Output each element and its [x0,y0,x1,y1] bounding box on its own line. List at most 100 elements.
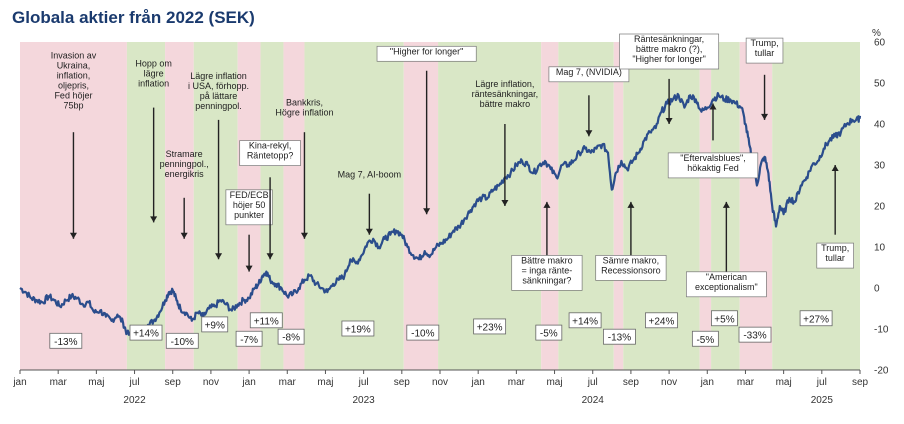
period-return-box [277,328,305,345]
period-return-box [201,316,229,333]
annotation-box [225,189,273,226]
period-band [126,42,166,370]
x-tick-label: jul [129,377,140,388]
period-return-box [691,330,719,347]
y-tick-label: -10 [874,325,889,336]
annotation-text: i USA, förhopp. [188,81,249,91]
period-return-box [249,312,283,329]
period-return-label: +11% [254,316,279,327]
x-tick-label: nov [661,377,677,388]
annotation-text: penningpol., [160,159,209,169]
period-return-box [129,324,163,341]
x-tick-label: maj [88,377,104,388]
x-tick-label: jul [816,377,827,388]
annotation-text: exceptionalism" [695,282,758,292]
period-return-box [799,310,833,327]
annotation-arrowhead [150,216,158,223]
annotation-box [511,255,583,291]
x-tick-label: sep [852,377,869,388]
y-tick-label: 0 [874,284,880,295]
x-tick-label: maj [776,377,792,388]
period-return-label: -13% [54,337,77,348]
annotation-text: punkter [234,210,264,220]
x-tick-label: jul [358,377,369,388]
period-return-box [49,332,83,349]
annotation-text: Bankkris, [286,98,323,108]
x-tick-label: jan [471,377,485,388]
annotation-text: Fed höjer [54,90,92,100]
annotation-arrowhead [300,232,308,239]
annotation-text: Kina-rekyl, [249,141,292,151]
annotation-arrowhead [69,232,77,239]
x-tick-label: sep [394,377,411,388]
annotation-arrowhead [266,253,274,260]
annotation-arrowhead [709,103,717,110]
x-year-label: 2024 [582,395,605,406]
period-return-label: +24% [649,316,675,327]
period-return-label: -5% [696,335,714,346]
period-return-box [235,330,263,347]
annotation-text: Invasion av [51,50,97,60]
period-band [304,42,404,370]
annotation-arrowhead [423,208,431,215]
period-return-label: +9% [205,320,225,331]
x-tick-label: sep [165,377,182,388]
annotation-text: Hopp om [135,59,172,69]
x-tick-label: jan [241,377,255,388]
period-return-label: -5% [540,329,558,340]
y-tick-label: 10 [874,243,886,254]
y-tick-label: 30 [874,161,886,172]
x-tick-label: sep [623,377,640,388]
period-return-label: +27% [803,314,829,325]
period-return-label: +14% [572,316,598,327]
period-return-box [341,320,375,337]
annotation-text: lägre [144,69,164,79]
chart-title: Globala aktier från 2022 (SEK) [12,8,255,27]
x-tick-label: mar [508,377,526,388]
annotation-text: sänkningar? [522,275,571,285]
annotation-text: Stramare [166,149,203,159]
period-return-label: +5% [714,314,734,325]
annotation-box [376,45,477,62]
annotation-text: Recessionsoro [601,265,661,275]
x-tick-label: mar [50,377,68,388]
period-return-box [645,312,678,329]
y-unit-label: % [872,28,881,39]
period-band [699,42,712,370]
annotation-text: oljepris, [58,80,89,90]
period-return-box [165,332,199,349]
period-return-box [568,312,602,329]
annotation-text: Ukraina, [57,60,91,70]
y-tick-label: 50 [874,79,886,90]
period-return-label: +14% [133,329,159,340]
annotation-text: tullar [755,48,775,58]
annotation-text: "Higher for longer" [632,54,705,64]
annotation-text: tullar [825,253,845,263]
period-return-label: -8% [282,333,300,344]
annotation-text: hökaktig Fed [687,163,739,173]
annotation-text: Trump, [821,243,849,253]
period-return-box [473,318,507,335]
x-year-label: 2023 [353,395,376,406]
annotation-text: Räntesänkningar, [634,34,704,44]
annotation-arrowhead [722,201,730,208]
annotation-text: Lägre inflation, [475,79,534,89]
annotation-arrowhead [365,228,373,235]
series-line [19,91,862,340]
annotation-arrowhead [585,130,593,137]
annotation-arrowhead [180,232,188,239]
annotation-arrowhead [831,165,839,171]
period-return-label: -13% [608,333,631,344]
annotation-text: "Higher for longer" [390,46,463,56]
x-year-label: 2025 [811,395,834,406]
annotation-text: höjer 50 [233,200,266,210]
annotation-arrowhead [761,113,769,120]
x-tick-label: jul [587,377,598,388]
annotation-box [619,33,720,70]
period-return-box [711,310,738,327]
period-return-box [406,324,440,341]
annotation-box [595,255,667,281]
period-band [613,42,624,370]
period-band [541,42,559,370]
